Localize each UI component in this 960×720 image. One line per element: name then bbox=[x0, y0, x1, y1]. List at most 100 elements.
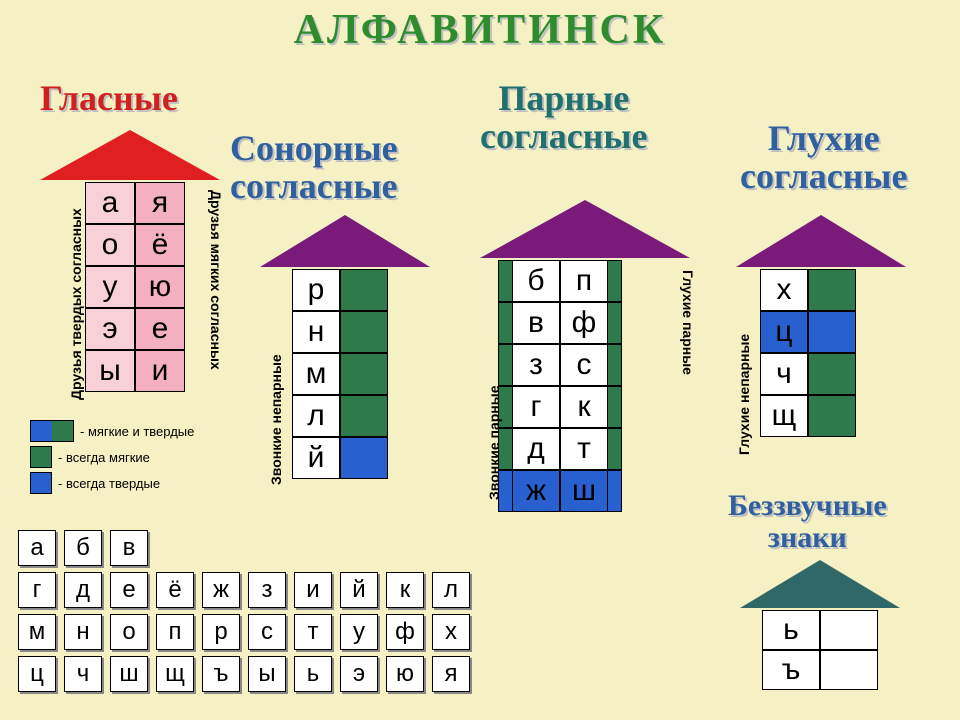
silent-side bbox=[820, 610, 878, 650]
sonor-cell: л bbox=[292, 395, 340, 437]
deaf-cell: ч bbox=[760, 353, 808, 395]
alphabet-row: мнопрстуфх bbox=[18, 614, 470, 650]
sonor-side bbox=[340, 395, 388, 437]
alphabet-cell: м bbox=[18, 614, 56, 650]
title-deaf: Глухие согласные bbox=[740, 120, 908, 196]
title-pair: Парные согласные bbox=[480, 80, 648, 156]
vowel-cell: е bbox=[135, 308, 185, 350]
alphabet-cell: х bbox=[432, 614, 470, 650]
pair-cell: т bbox=[560, 428, 608, 470]
deaf-side bbox=[808, 395, 856, 437]
deaf-side bbox=[808, 311, 856, 353]
alphabet-cell: э bbox=[340, 656, 378, 692]
legend: - мягкие и твердые - всегда мягкие - всегд… bbox=[30, 420, 194, 498]
alphabet-cell: з bbox=[248, 572, 286, 608]
alphabet-cell: т bbox=[294, 614, 332, 650]
deaf-side bbox=[808, 353, 856, 395]
alphabet-cell: п bbox=[156, 614, 194, 650]
alphabet-cell: р bbox=[202, 614, 240, 650]
roof-pair bbox=[480, 200, 690, 258]
sonor-left-label: Звонкие непарные bbox=[268, 275, 284, 485]
alphabet-cell: ф bbox=[386, 614, 424, 650]
alphabet-row: гдеёжзийкл bbox=[18, 572, 470, 608]
alphabet-cell: у bbox=[340, 614, 378, 650]
vowel-left-label: Друзья твердых согласных bbox=[68, 190, 84, 400]
pair-cell: п bbox=[560, 260, 608, 302]
alphabet-cell: ш bbox=[110, 656, 148, 692]
deaf-cell: щ bbox=[760, 395, 808, 437]
alphabet-cell: щ bbox=[156, 656, 194, 692]
pair-cell: ж bbox=[512, 470, 560, 512]
legend-row: - всегда твердые bbox=[30, 472, 194, 494]
alphabet-cell: в bbox=[110, 530, 148, 566]
vowel-cell: ё bbox=[135, 224, 185, 266]
pair-cell: д bbox=[512, 428, 560, 470]
alphabet-cell: ж bbox=[202, 572, 240, 608]
pair-cell: с bbox=[560, 344, 608, 386]
alphabet-cell: о bbox=[110, 614, 148, 650]
vowel-cell: ю bbox=[135, 266, 185, 308]
alphabet-cell: н bbox=[64, 614, 102, 650]
roof-sonor bbox=[260, 215, 430, 267]
pair-left-label: Звонкие парные bbox=[486, 270, 502, 500]
main-title: АЛФАВИТИНСК bbox=[294, 6, 667, 54]
alphabet-cell: ё bbox=[156, 572, 194, 608]
vowel-cell: у bbox=[85, 266, 135, 308]
sonor-cell: й bbox=[292, 437, 340, 479]
house-vowels: аяоёуюэеыи Друзья твердых согласных Друз… bbox=[40, 130, 220, 410]
alphabet-cell: ч bbox=[64, 656, 102, 692]
title-vowels: Гласные bbox=[40, 80, 178, 118]
alphabet-cell: ц bbox=[18, 656, 56, 692]
silent-cell: ь bbox=[762, 610, 820, 650]
roof-silent bbox=[740, 560, 900, 608]
sonor-cell: н bbox=[292, 311, 340, 353]
pair-cell: ш bbox=[560, 470, 608, 512]
sonor-cell: р bbox=[292, 269, 340, 311]
legend-row: - мягкие и твердые bbox=[30, 420, 194, 442]
alphabet-cell: ы bbox=[248, 656, 286, 692]
pair-side bbox=[608, 260, 622, 302]
alphabet-cell: е bbox=[110, 572, 148, 608]
house-deaf: хцчщ Глухие непарные bbox=[736, 215, 906, 475]
alphabet-cell: к bbox=[386, 572, 424, 608]
title-sonor: Сонорные согласные bbox=[230, 130, 398, 206]
alphabet-row: абв bbox=[18, 530, 470, 566]
pair-side bbox=[608, 386, 622, 428]
pair-right-label: Глухие парные bbox=[680, 270, 696, 500]
house-pair: бпвфзсгкдтжш Звонкие парные Глухие парны… bbox=[480, 200, 690, 530]
vowel-cell: ы bbox=[85, 350, 135, 392]
house-sonor: рнмлй Звонкие непарные bbox=[260, 215, 430, 505]
alphabet-cell: и bbox=[294, 572, 332, 608]
alphabet-cell: а bbox=[18, 530, 56, 566]
pair-side bbox=[608, 470, 622, 512]
silent-cell: ъ bbox=[762, 650, 820, 690]
deaf-left-label: Глухие непарные bbox=[736, 275, 752, 455]
alphabet-cell: д bbox=[64, 572, 102, 608]
alphabet-grid: абв гдеёжзийкл мнопрстуфх цчшщъыьэюя bbox=[18, 530, 470, 698]
deaf-cell: х bbox=[760, 269, 808, 311]
sonor-side bbox=[340, 311, 388, 353]
pair-cell: б bbox=[512, 260, 560, 302]
vowel-cell: э bbox=[85, 308, 135, 350]
vowel-right-label: Друзья мягких согласных bbox=[208, 190, 224, 400]
vowel-cell: а bbox=[85, 182, 135, 224]
title-silent: Беззвучные знаки bbox=[728, 490, 887, 553]
deaf-side bbox=[808, 269, 856, 311]
pair-cell: в bbox=[512, 302, 560, 344]
pair-side bbox=[608, 428, 622, 470]
vowel-cell: и bbox=[135, 350, 185, 392]
alphabet-row: цчшщъыьэюя bbox=[18, 656, 470, 692]
pair-cell: г bbox=[512, 386, 560, 428]
alphabet-cell: й bbox=[340, 572, 378, 608]
sonor-cell: м bbox=[292, 353, 340, 395]
vowel-cell: о bbox=[85, 224, 135, 266]
alphabet-cell: ъ bbox=[202, 656, 240, 692]
vowel-cell: я bbox=[135, 182, 185, 224]
pair-side bbox=[608, 344, 622, 386]
house-silent: ьъ bbox=[740, 560, 900, 710]
alphabet-cell: б bbox=[64, 530, 102, 566]
pair-side bbox=[608, 302, 622, 344]
alphabet-cell: я bbox=[432, 656, 470, 692]
legend-row: - всегда мягкие bbox=[30, 446, 194, 468]
pair-cell: з bbox=[512, 344, 560, 386]
